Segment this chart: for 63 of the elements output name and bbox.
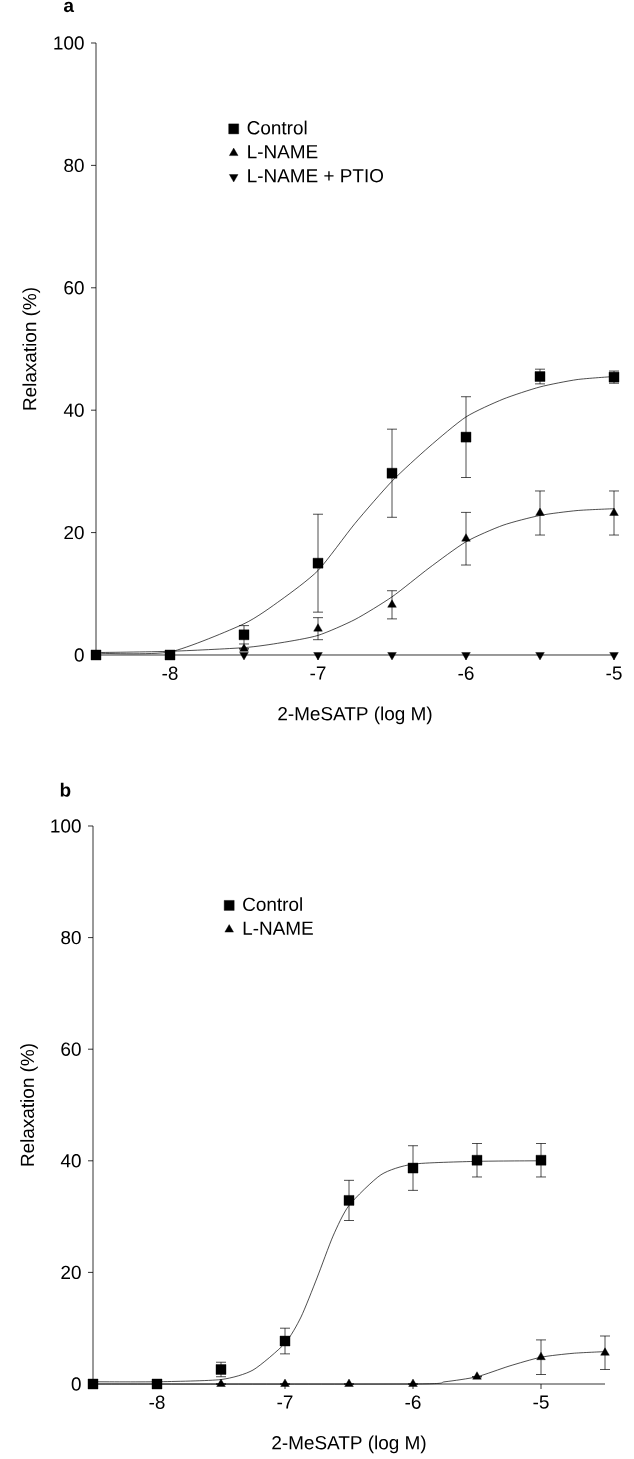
- x-tick-label: -8: [162, 666, 178, 680]
- point: [343, 1195, 355, 1206]
- point: [90, 649, 102, 661]
- point: [344, 1378, 354, 1387]
- point: [239, 643, 249, 652]
- point: [313, 623, 323, 632]
- point: [216, 1378, 226, 1387]
- x-tick-label: -5: [606, 666, 622, 680]
- y-tick-label: 100: [54, 36, 84, 50]
- point: [239, 652, 249, 661]
- point: [164, 649, 176, 661]
- y-tick-label: 0: [71, 1377, 81, 1391]
- point: [471, 1155, 483, 1166]
- y-tick-label: 20: [61, 1265, 81, 1280]
- point: [535, 507, 545, 516]
- legend-label: L-NAME: [248, 145, 318, 159]
- legend-label: Control: [243, 897, 302, 912]
- point: [387, 652, 397, 661]
- y-tick-label: 20: [64, 525, 84, 540]
- point: [280, 1378, 290, 1387]
- x-tick-label: -7: [277, 1395, 293, 1409]
- point: [472, 1371, 482, 1380]
- point: [461, 652, 471, 661]
- y-axis-title: Relaxation (%): [22, 288, 41, 410]
- point: [408, 1378, 418, 1387]
- point: [313, 652, 323, 661]
- y-tick-label: 40: [63, 403, 84, 417]
- y-tick-label: 60: [64, 281, 84, 295]
- point: [600, 1347, 610, 1356]
- y-tick-label: 100: [51, 819, 81, 833]
- point: [460, 431, 472, 443]
- y-tick-label: 80: [64, 158, 84, 173]
- point: [535, 1155, 547, 1166]
- legend-label: L-NAME + PTIO: [248, 168, 384, 183]
- point: [151, 1378, 163, 1390]
- point: [536, 1352, 546, 1360]
- x-tick-label: -6: [458, 666, 474, 680]
- legend-label: Control: [247, 120, 307, 135]
- point: [87, 1378, 99, 1390]
- x-axis-title: 2-MeSATP (log M): [278, 706, 432, 725]
- point: [609, 652, 619, 661]
- x-axis-title: 2-MeSATP (log M): [272, 1435, 426, 1454]
- x-tick-label: -6: [405, 1395, 421, 1409]
- x-tick-label: -5: [533, 1395, 549, 1409]
- point: [609, 507, 619, 516]
- y-tick-label: 40: [60, 1154, 81, 1168]
- point: [279, 1335, 291, 1347]
- legend-label: L-NAME: [243, 921, 313, 935]
- chart-title: a: [63, 1, 75, 13]
- point: [461, 533, 471, 542]
- point: [387, 599, 397, 608]
- y-tick-label: 60: [61, 1042, 81, 1056]
- point: [535, 652, 545, 661]
- y-axis-title: Relaxation (%): [20, 1044, 38, 1166]
- chart-title: b: [60, 782, 71, 797]
- point: [238, 629, 250, 640]
- x-tick-label: -7: [310, 666, 326, 680]
- y-tick-label: 80: [61, 930, 81, 945]
- y-tick-label: 0: [74, 648, 84, 662]
- point: [386, 468, 398, 479]
- x-tick-label: -8: [149, 1395, 165, 1409]
- point: [407, 1162, 419, 1174]
- point: [312, 557, 324, 569]
